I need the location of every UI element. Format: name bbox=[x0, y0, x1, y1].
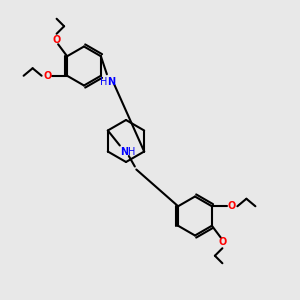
Text: O: O bbox=[52, 35, 61, 45]
Text: O: O bbox=[227, 201, 236, 211]
Text: H: H bbox=[128, 146, 136, 157]
Text: O: O bbox=[218, 237, 226, 247]
Text: N: N bbox=[120, 146, 128, 157]
Text: O: O bbox=[44, 71, 52, 81]
Text: H: H bbox=[100, 77, 108, 87]
Text: N: N bbox=[107, 77, 116, 87]
